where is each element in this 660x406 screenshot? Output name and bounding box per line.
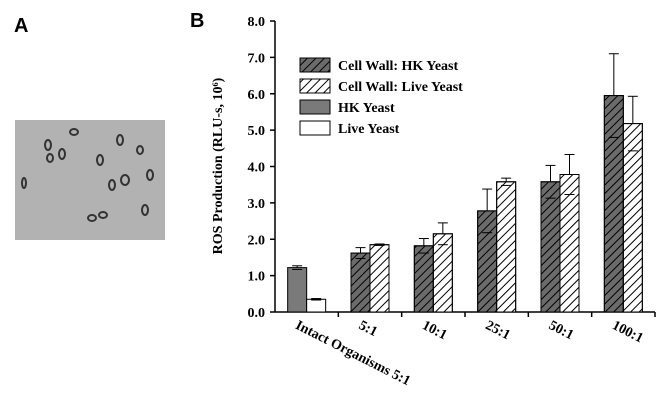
y-tick-label: 1.0	[248, 270, 266, 285]
panel-label: B	[190, 10, 204, 32]
bar	[287, 267, 308, 313]
y-tick-label: 6.0	[248, 88, 266, 103]
bar-hatch	[477, 210, 498, 313]
x-tick-label: 5:1	[356, 318, 379, 340]
panel-label: A	[14, 15, 28, 37]
y-tick-label: 8.0	[248, 15, 266, 30]
legend-swatch	[299, 120, 331, 136]
y-tick-label: 2.0	[248, 233, 266, 248]
x-tick-label: 50:1	[546, 318, 576, 343]
x-tick-label: 25:1	[483, 318, 513, 343]
y-tick-label: 3.0	[248, 197, 266, 212]
bar-hatch	[603, 95, 624, 313]
bar-hatch	[350, 252, 371, 313]
x-tick-label: Intact Organisms 5:1	[293, 318, 413, 389]
bar-hatch	[413, 245, 434, 313]
legend-label: Cell Wall: Live Yeast	[338, 80, 463, 95]
legend-label: HK Yeast	[338, 101, 395, 116]
legend-swatch	[299, 99, 331, 115]
bar	[306, 298, 327, 313]
y-tick-label: 5.0	[248, 124, 266, 139]
micrograph	[15, 120, 165, 240]
bar-hatch	[432, 233, 453, 313]
bar-hatch	[369, 244, 390, 313]
bar-hatch	[559, 174, 580, 313]
y-axis-title: ROS Production (RLU-s, 10⁶)	[211, 77, 226, 254]
legend-swatch-hatch	[299, 57, 331, 73]
y-tick-label: 0.0	[248, 306, 266, 321]
legend-label: Cell Wall: HK Yeast	[338, 59, 459, 74]
legend-label: Live Yeast	[338, 122, 400, 137]
y-tick-label: 7.0	[248, 51, 266, 66]
bar-hatch	[622, 123, 643, 313]
y-tick-label: 4.0	[248, 161, 266, 176]
bar-hatch	[496, 181, 517, 313]
x-tick-label: 100:1	[610, 318, 646, 346]
bar-hatch	[540, 181, 561, 313]
x-tick-label: 10:1	[420, 318, 450, 343]
legend-swatch-hatch	[299, 78, 331, 94]
